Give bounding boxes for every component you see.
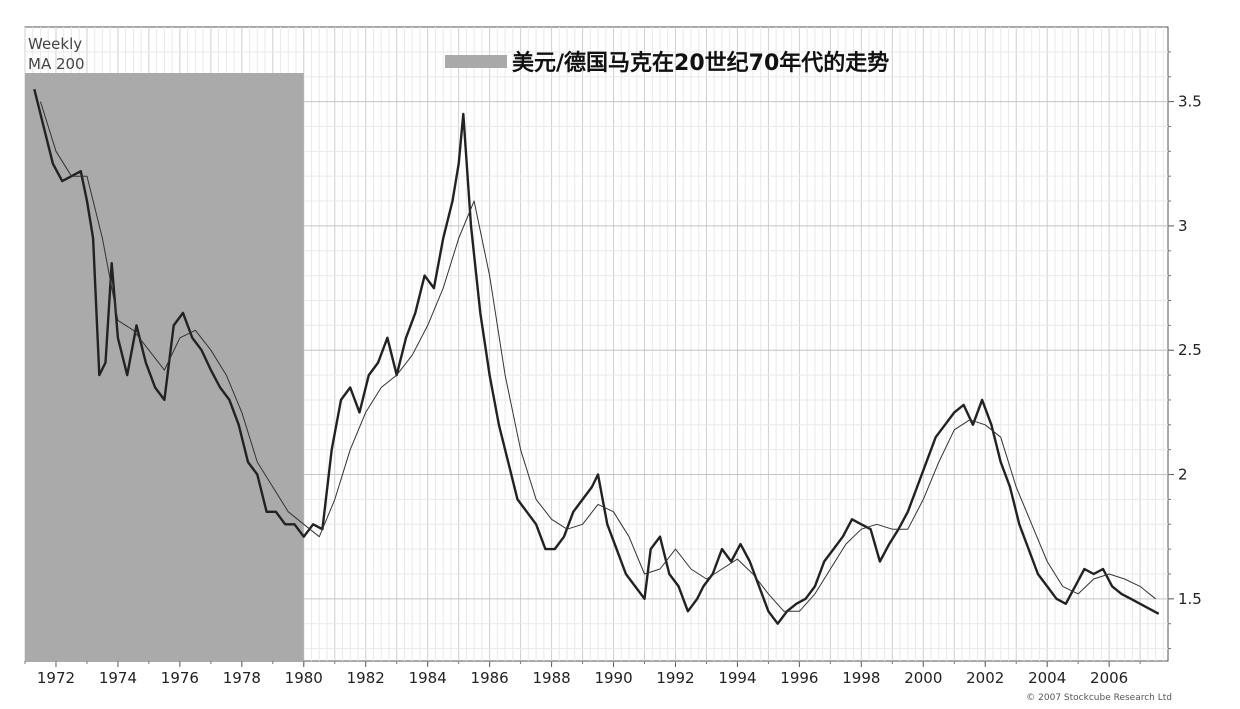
x-tick-label: 1972 — [37, 669, 75, 687]
x-tick-label: 1984 — [409, 669, 447, 687]
y-axis-ticks: 1.5 2 2.5 3 3.5 — [1168, 52, 1202, 649]
y-tick-label: 3.5 — [1178, 93, 1202, 111]
legend-swatch — [445, 55, 507, 68]
y-tick-label: 3 — [1178, 217, 1188, 235]
x-tick-label: 1990 — [594, 669, 632, 687]
x-tick-label: 1996 — [780, 669, 818, 687]
x-tick-label: 1992 — [656, 669, 694, 687]
x-axis-ticks: 1972 1974 1976 1978 1980 1982 1984 1986 1988 1990… — [25, 661, 1140, 687]
x-tick-label: 1986 — [471, 669, 509, 687]
x-tick-label: 1982 — [347, 669, 385, 687]
x-tick-label: 2006 — [1090, 669, 1128, 687]
x-tick-label: 2004 — [1028, 669, 1066, 687]
chart-title: 美元/德国马克在20世纪70年代的走势 — [512, 50, 889, 76]
highlight-region — [25, 73, 304, 661]
x-tick-label: 1980 — [285, 669, 323, 687]
y-tick-label: 2 — [1178, 466, 1188, 484]
x-tick-label: 1976 — [161, 669, 199, 687]
x-tick-label: 1998 — [842, 669, 880, 687]
x-tick-label: 1974 — [99, 669, 137, 687]
y-tick-label: 1.5 — [1178, 590, 1202, 608]
y-tick-label: 2.5 — [1178, 341, 1202, 359]
x-tick-label: 1988 — [532, 669, 570, 687]
x-tick-label: 2000 — [904, 669, 942, 687]
corner-label-ma: MA 200 — [28, 55, 85, 73]
x-tick-label: 2002 — [966, 669, 1004, 687]
x-tick-label: 1978 — [223, 669, 261, 687]
x-tick-label: 1994 — [718, 669, 756, 687]
corner-label-weekly: Weekly — [28, 35, 82, 53]
copyright-note: © 2007 Stockcube Research Ltd — [1026, 693, 1172, 703]
